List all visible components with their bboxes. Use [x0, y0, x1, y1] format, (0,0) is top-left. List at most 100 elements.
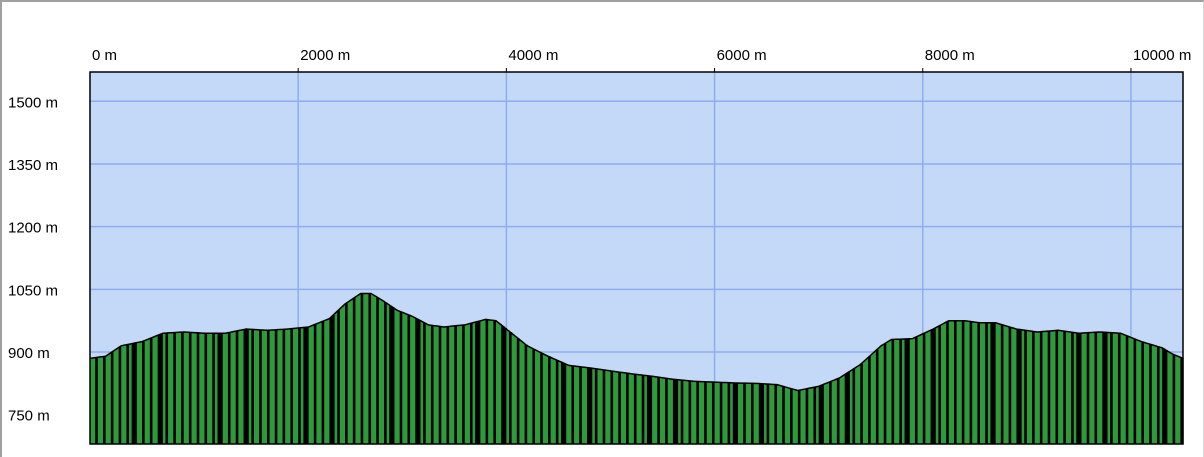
elevation-bar	[142, 341, 146, 444]
elevation-bar	[389, 305, 393, 444]
elevation-bar	[165, 333, 169, 444]
elevation-bar	[974, 322, 979, 444]
elevation-bar	[235, 330, 239, 444]
elevation-bar	[430, 325, 435, 444]
elevation-bar	[404, 313, 409, 444]
elevation-bar	[415, 318, 419, 444]
elevation-bar	[982, 322, 986, 444]
elevation-bar	[350, 299, 354, 444]
elevation-bar	[501, 325, 505, 444]
elevation-bar	[454, 325, 458, 444]
elevation-bar	[368, 293, 372, 444]
y-tick-label-5: 1500 m	[8, 94, 58, 111]
elevation-bar	[800, 389, 804, 444]
elevation-bar	[352, 297, 357, 444]
elevation-bar	[233, 331, 237, 444]
elevation-bar	[737, 383, 742, 444]
elevation-bar	[662, 377, 666, 444]
elevation-bar	[920, 334, 924, 444]
elevation-bar	[678, 379, 682, 444]
elevation-bar	[363, 293, 367, 444]
elevation-bar	[266, 330, 271, 444]
elevation-bar	[1133, 338, 1137, 444]
elevation-bar	[714, 382, 718, 444]
elevation-bar	[522, 342, 526, 444]
x-tick-label-3: 6000 m	[717, 47, 767, 64]
elevation-bar	[597, 369, 601, 444]
elevation-bar	[495, 321, 500, 444]
elevation-bar	[438, 326, 442, 444]
elevation-bar	[1029, 331, 1033, 444]
elevation-bar	[123, 344, 128, 444]
elevation-bar	[371, 294, 375, 444]
elevation-bar	[816, 386, 820, 444]
elevation-bar	[875, 349, 880, 444]
elevation-bar	[769, 384, 773, 444]
elevation-bar	[896, 339, 900, 444]
elevation-bar	[95, 357, 99, 444]
elevation-bar	[542, 354, 547, 444]
elevation-bar	[719, 382, 723, 444]
elevation-bar	[977, 322, 981, 444]
elevation-bar	[217, 333, 221, 444]
elevation-bar	[1180, 357, 1184, 444]
elevation-bar	[332, 314, 336, 444]
elevation-bar	[535, 350, 539, 444]
elevation-bar	[761, 383, 765, 444]
elevation-bar	[1081, 333, 1085, 444]
elevation-bar	[685, 380, 690, 444]
elevation-bar	[90, 358, 94, 444]
elevation-bar	[287, 328, 291, 444]
elevation-bar	[579, 366, 583, 444]
elevation-bar	[303, 327, 307, 444]
elevation-bar	[503, 328, 507, 444]
elevation-bar	[566, 364, 570, 444]
elevation-bar	[243, 329, 247, 444]
elevation-bar	[990, 322, 994, 444]
elevation-bar	[948, 320, 952, 444]
y-tick-label-3: 1200 m	[8, 220, 58, 237]
elevation-bar	[670, 379, 674, 444]
elevation-bar	[490, 320, 494, 444]
elevation-bar	[129, 343, 133, 444]
elevation-bar	[563, 363, 567, 444]
elevation-bar	[313, 324, 317, 444]
elevation-bar	[667, 378, 671, 444]
elevation-bar	[246, 329, 250, 444]
elevation-bar	[480, 320, 484, 444]
elevation-bar	[1138, 341, 1142, 444]
elevation-bar	[295, 328, 299, 444]
elevation-bar	[274, 329, 278, 444]
elevation-bar	[152, 336, 156, 444]
elevation-bar	[116, 348, 120, 444]
elevation-bar	[748, 383, 752, 444]
elevation-bar	[373, 295, 377, 444]
elevation-bar	[732, 382, 736, 444]
elevation-bar	[506, 330, 510, 444]
elevation-bar	[550, 357, 554, 444]
elevation-bar	[300, 327, 304, 444]
elevation-bar	[277, 329, 281, 444]
elevation-bar	[420, 321, 424, 444]
elevation-bar	[298, 327, 302, 444]
elevation-bar	[412, 317, 416, 444]
elevation-bar	[792, 389, 796, 444]
elevation-bar	[1143, 342, 1148, 444]
elevation-bar	[711, 382, 716, 444]
elevation-bar	[1120, 333, 1124, 444]
elevation-bar	[576, 366, 580, 444]
elevation-bar	[857, 365, 861, 444]
elevation-bar	[909, 338, 913, 444]
elevation-bar	[901, 339, 906, 444]
elevation-bar	[779, 385, 783, 444]
elevation-bar	[1130, 337, 1135, 444]
elevation-bar	[639, 374, 643, 444]
elevation-bar	[1003, 325, 1007, 444]
elevation-bar	[766, 384, 770, 444]
elevation-bar	[485, 319, 489, 444]
elevation-bar	[813, 387, 817, 444]
plot-border	[89, 71, 1184, 445]
elevation-bar	[649, 376, 653, 444]
elevation-bar	[391, 307, 396, 444]
elevation-bar	[940, 324, 945, 444]
